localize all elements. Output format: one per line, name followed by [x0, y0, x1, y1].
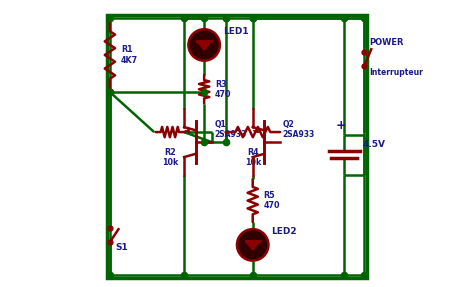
Text: R2
10k: R2 10k: [162, 148, 178, 167]
Polygon shape: [246, 241, 260, 250]
Text: +: +: [336, 119, 346, 131]
Text: Interrupteur: Interrupteur: [369, 68, 423, 77]
Text: R5
470: R5 470: [264, 191, 280, 210]
Text: R1
4K7: R1 4K7: [121, 45, 138, 65]
Text: Q1
2SA933: Q1 2SA933: [214, 120, 246, 139]
Polygon shape: [197, 41, 211, 50]
Circle shape: [237, 229, 268, 261]
Text: S1: S1: [115, 243, 128, 253]
Text: Q2
2SA933: Q2 2SA933: [283, 120, 315, 139]
Text: LED1: LED1: [223, 27, 248, 36]
Text: LED2: LED2: [272, 227, 297, 236]
Text: POWER: POWER: [369, 38, 404, 47]
Text: R4
10k: R4 10k: [245, 148, 261, 167]
Circle shape: [189, 29, 220, 61]
Text: R3
470: R3 470: [215, 79, 231, 99]
Text: 4.5V: 4.5V: [362, 140, 385, 149]
